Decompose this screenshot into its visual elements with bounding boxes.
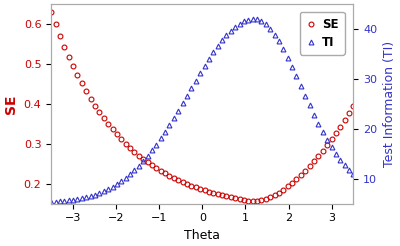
TI: [312, 113, 316, 116]
SE: [119, 138, 124, 141]
TI: [351, 172, 356, 175]
TI: [250, 18, 255, 21]
SE: [250, 200, 255, 203]
Y-axis label: SE: SE: [4, 94, 18, 114]
TI: [215, 45, 220, 48]
Line: TI: TI: [49, 17, 356, 205]
SE: [88, 97, 93, 100]
SE: [351, 105, 356, 108]
SE: [215, 193, 220, 196]
TI: [119, 180, 124, 183]
SE: [307, 165, 312, 168]
Line: SE: SE: [49, 10, 356, 204]
TI: [307, 104, 312, 107]
SE: [141, 157, 146, 160]
TI: [88, 194, 93, 197]
SE: [312, 160, 316, 163]
X-axis label: Theta: Theta: [184, 229, 220, 242]
SE: [49, 11, 54, 14]
Y-axis label: Test Information (TI): Test Information (TI): [383, 41, 396, 167]
Legend: SE, TI: SE, TI: [300, 12, 344, 55]
TI: [141, 160, 146, 163]
TI: [49, 201, 54, 204]
